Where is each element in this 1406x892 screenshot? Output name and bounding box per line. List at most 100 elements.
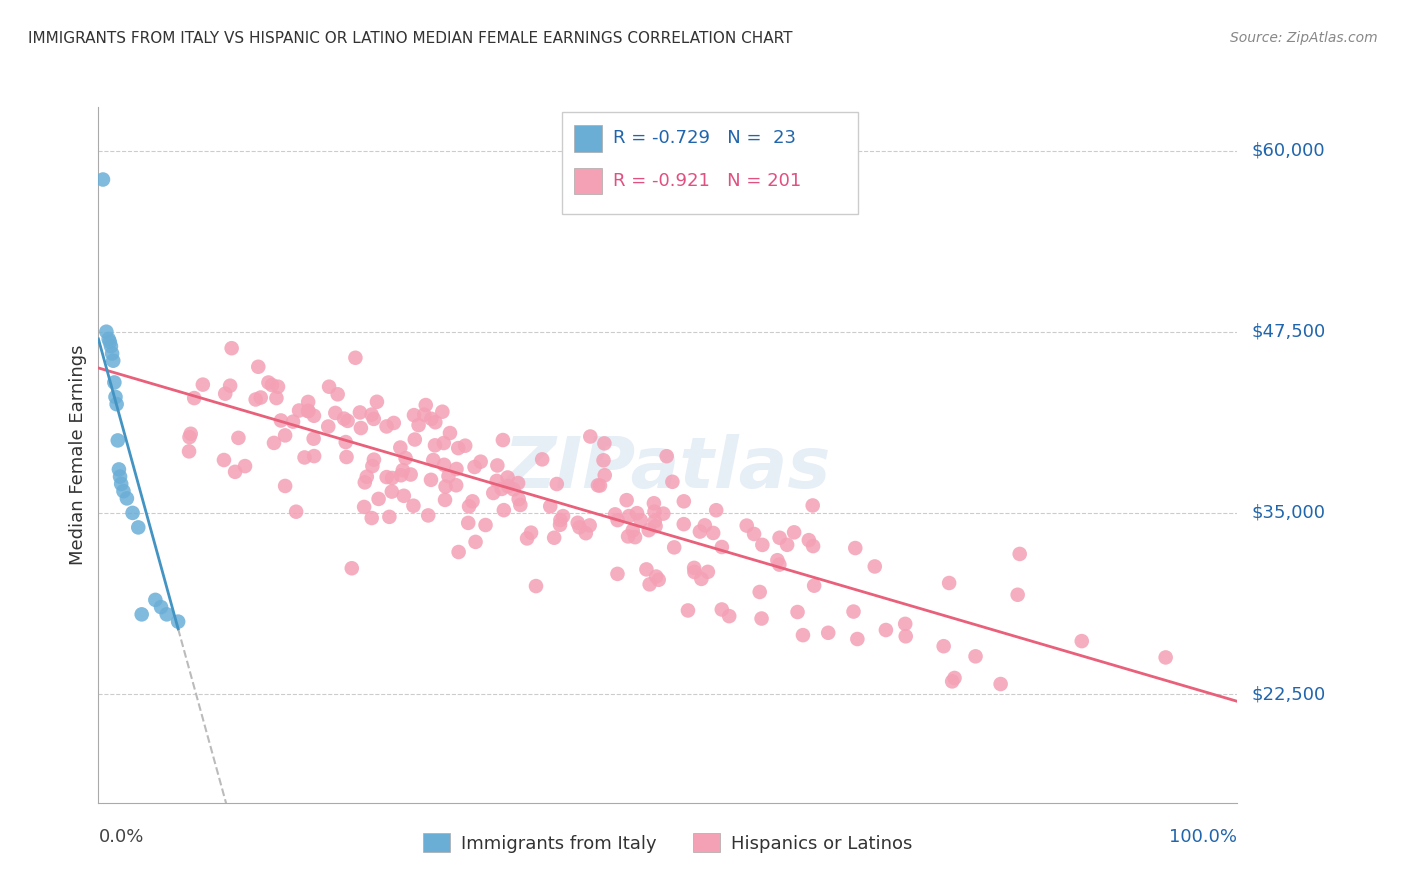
Text: IMMIGRANTS FROM ITALY VS HISPANIC OR LATINO MEDIAN FEMALE EARNINGS CORRELATION C: IMMIGRANTS FROM ITALY VS HISPANIC OR LAT… [28, 31, 793, 46]
Point [353, 475, 375, 490]
Point [776, 538, 799, 552]
Point [593, 468, 616, 483]
Point [567, 516, 589, 530]
Point [302, 432, 325, 446]
Point [249, 391, 271, 405]
Point [655, 449, 678, 463]
Point [664, 541, 686, 555]
Point [274, 479, 297, 493]
Point [551, 509, 574, 524]
Point [508, 492, 530, 507]
Point [434, 492, 457, 507]
Point [392, 489, 415, 503]
Point [228, 431, 250, 445]
Point [661, 475, 683, 489]
Point [245, 392, 267, 407]
Point [402, 499, 425, 513]
Point [336, 414, 359, 428]
Point [735, 518, 758, 533]
Text: $47,500: $47,500 [1251, 323, 1326, 341]
Point [382, 416, 405, 430]
Point [101, 346, 124, 360]
Point [643, 505, 665, 519]
Point [690, 572, 713, 586]
Point [297, 395, 319, 409]
Point [474, 518, 496, 533]
Point [274, 428, 297, 442]
Point [333, 411, 356, 425]
Point [943, 671, 966, 685]
Point [367, 491, 389, 506]
Point [432, 405, 454, 419]
Point [672, 494, 695, 508]
Point [433, 436, 456, 450]
Point [502, 483, 524, 497]
Point [297, 404, 319, 418]
Point [389, 441, 412, 455]
Point [420, 412, 443, 426]
Point [464, 460, 486, 475]
Point [616, 493, 638, 508]
Point [458, 500, 481, 514]
Point [1154, 650, 1177, 665]
Point [105, 397, 128, 411]
Point [423, 438, 446, 452]
Point [108, 462, 131, 476]
Point [294, 450, 316, 465]
Point [520, 525, 543, 540]
Point [894, 629, 917, 643]
Point [932, 639, 955, 653]
Point [644, 519, 666, 533]
Point [965, 649, 987, 664]
Text: 100.0%: 100.0% [1170, 828, 1237, 846]
Point [875, 623, 897, 637]
Point [363, 452, 385, 467]
Text: $60,000: $60,000 [1251, 142, 1324, 160]
Text: Source: ZipAtlas.com: Source: ZipAtlas.com [1230, 31, 1378, 45]
Point [326, 387, 349, 401]
Point [768, 558, 790, 572]
Point [180, 426, 202, 441]
Point [281, 415, 304, 429]
Point [636, 562, 658, 576]
Point [464, 535, 486, 549]
Point [643, 496, 665, 510]
Point [578, 518, 600, 533]
Point [224, 465, 246, 479]
Point [592, 453, 614, 467]
Point [177, 444, 200, 458]
Text: $22,500: $22,500 [1251, 685, 1326, 703]
Point [353, 500, 375, 514]
Point [742, 527, 765, 541]
Point [214, 386, 236, 401]
Point [247, 359, 270, 374]
Text: 0.0%: 0.0% [98, 828, 143, 846]
Point [506, 476, 529, 491]
Point [408, 418, 430, 433]
Point [702, 525, 724, 540]
Point [842, 605, 865, 619]
Point [863, 559, 886, 574]
Point [817, 625, 839, 640]
Point [98, 334, 121, 349]
Point [492, 433, 515, 447]
Point [404, 433, 426, 447]
Point [751, 538, 773, 552]
Point [394, 451, 416, 466]
Point [689, 524, 711, 539]
Point [801, 499, 824, 513]
Point [797, 533, 820, 548]
Point [783, 525, 806, 540]
Point [381, 471, 404, 485]
Point [103, 376, 125, 390]
Point [543, 531, 565, 545]
Point [360, 408, 382, 422]
Point [108, 469, 131, 483]
Point [418, 508, 440, 523]
Point [546, 477, 568, 491]
Point [350, 421, 373, 435]
Point [156, 607, 179, 622]
Point [399, 467, 422, 482]
Point [96, 325, 118, 339]
Point [415, 398, 437, 412]
